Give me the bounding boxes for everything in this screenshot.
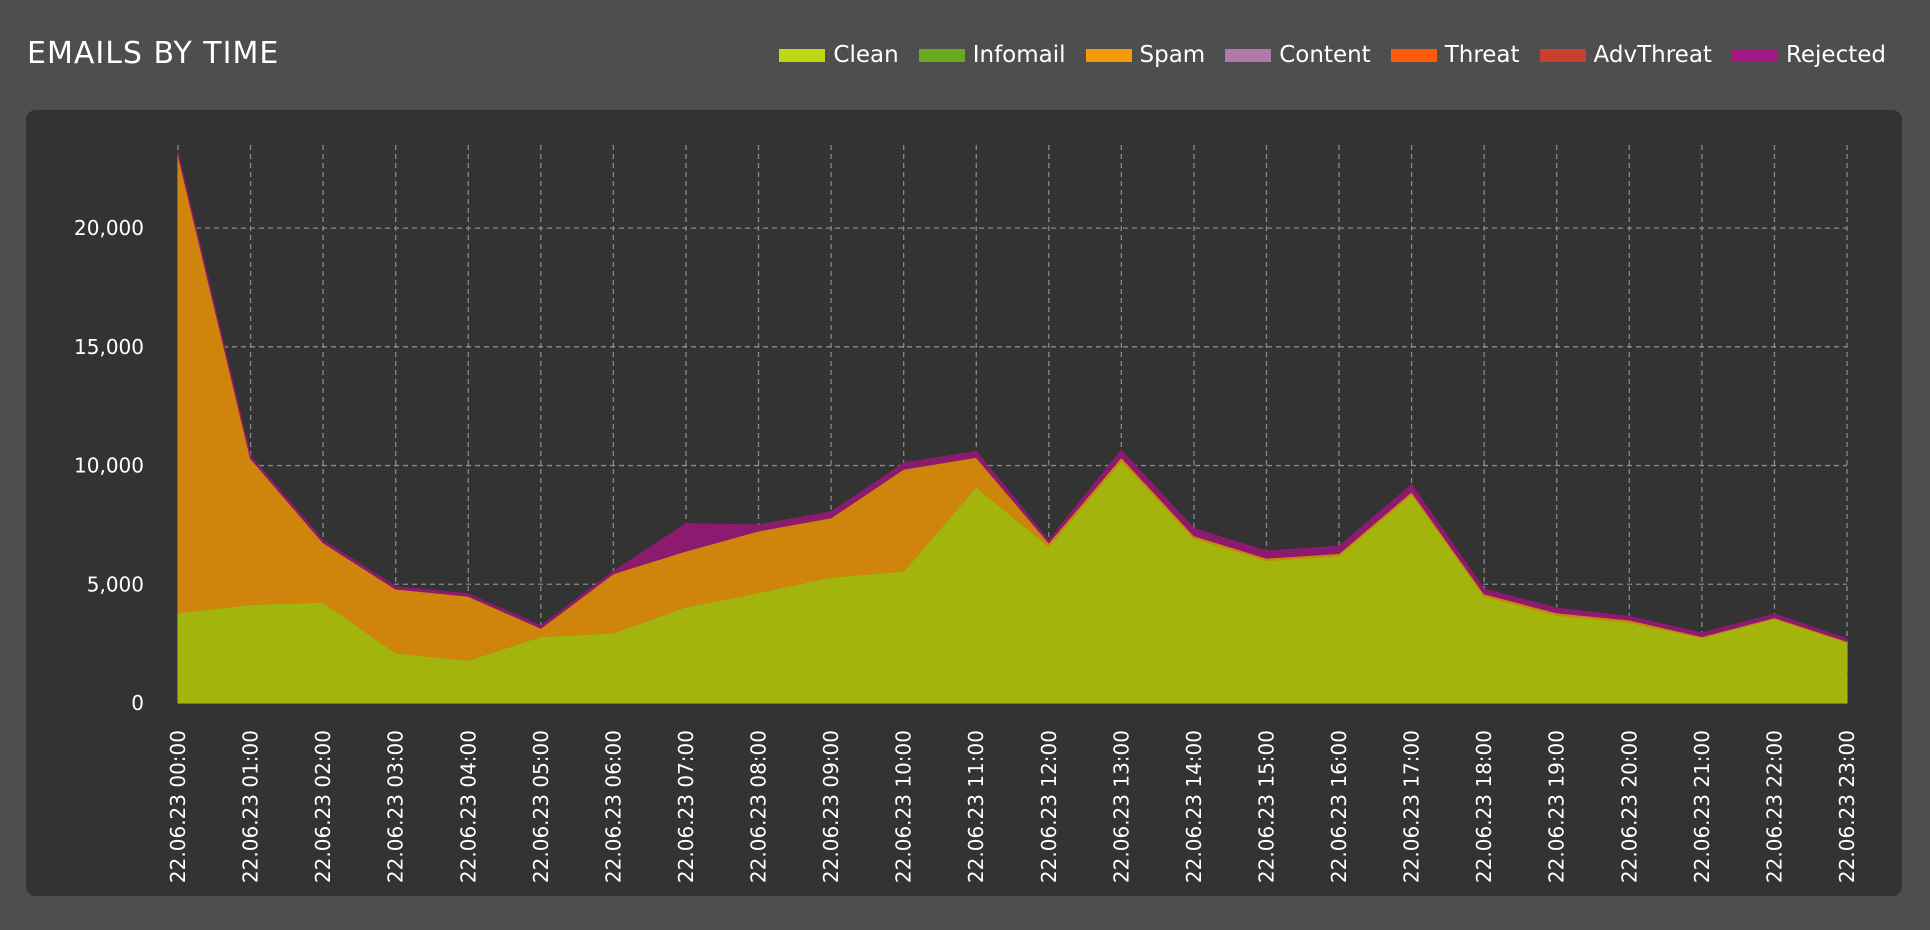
legend-item-rejected[interactable]: Rejected: [1731, 42, 1886, 68]
legend-item-threat[interactable]: Threat: [1390, 42, 1520, 68]
legend-label: Content: [1279, 42, 1371, 68]
y-tick-label: 0: [131, 691, 144, 715]
y-tick-label: 10,000: [74, 454, 144, 478]
chart-legend: Clean Infomail Spam Content Threat AdvThreat R…: [759, 42, 1886, 68]
x-tick-label: 22.06.23 04:00: [456, 730, 480, 883]
x-tick-label: 22.06.23 19:00: [1545, 730, 1569, 883]
legend-swatch: [918, 48, 965, 62]
legend-item-infomail[interactable]: Infomail: [918, 42, 1066, 68]
y-axis-ticks: 0 5,000 10,000 15,000 20,000: [74, 216, 144, 715]
y-tick-label: 5,000: [87, 572, 144, 596]
legend-label: Clean: [833, 42, 899, 68]
legend-label: Infomail: [972, 42, 1066, 68]
legend-label: Threat: [1444, 42, 1520, 68]
legend-swatch: [1731, 48, 1778, 62]
x-tick-label: 22.06.23 03:00: [384, 730, 408, 883]
legend-label: Rejected: [1785, 42, 1886, 68]
legend-label: AdvThreat: [1593, 42, 1712, 68]
legend-item-spam[interactable]: Spam: [1085, 42, 1206, 68]
x-tick-label: 22.06.23 08:00: [747, 730, 771, 883]
x-tick-label: 22.06.23 02:00: [311, 730, 335, 883]
legend-swatch: [1390, 48, 1437, 62]
x-tick-label: 22.06.23 01:00: [239, 730, 263, 883]
x-axis-ticks: 22.06.23 00:00 22.06.23 01:00 22.06.23 02:…: [166, 730, 1859, 883]
x-tick-label: 22.06.23 10:00: [892, 730, 916, 883]
x-tick-label: 22.06.23 23:00: [1835, 730, 1859, 883]
x-tick-label: 22.06.23 21:00: [1690, 730, 1714, 883]
y-tick-label: 20,000: [74, 216, 144, 240]
legend-item-advthreat[interactable]: AdvThreat: [1539, 42, 1712, 68]
y-tick-label: 15,000: [74, 335, 144, 359]
chart-title: EMAILS BY TIME: [27, 36, 280, 71]
legend-swatch: [1085, 48, 1132, 62]
x-tick-label: 22.06.23 18:00: [1472, 730, 1496, 883]
area-rejected: [177, 151, 1848, 642]
legend-item-clean[interactable]: Clean: [779, 42, 899, 68]
x-tick-label: 22.06.23 09:00: [819, 730, 843, 883]
area-series: [177, 151, 1848, 704]
x-tick-label: 22.06.23 06:00: [601, 730, 625, 883]
legend-swatch: [1225, 48, 1272, 62]
x-tick-label: 22.06.23 16:00: [1327, 730, 1351, 883]
x-tick-label: 22.06.23 11:00: [964, 730, 988, 883]
legend-label: Spam: [1139, 42, 1206, 68]
x-tick-label: 22.06.23 12:00: [1037, 730, 1061, 883]
x-tick-label: 22.06.23 07:00: [674, 730, 698, 883]
x-tick-label: 22.06.23 22:00: [1762, 730, 1786, 883]
x-tick-label: 22.06.23 00:00: [166, 730, 190, 883]
x-tick-label: 22.06.23 17:00: [1400, 730, 1424, 883]
legend-swatch: [1539, 48, 1586, 62]
legend-item-content[interactable]: Content: [1225, 42, 1371, 68]
x-tick-label: 22.06.23 15:00: [1254, 730, 1278, 883]
x-tick-label: 22.06.23 05:00: [529, 730, 553, 883]
legend-swatch: [779, 48, 826, 62]
x-tick-label: 22.06.23 14:00: [1182, 730, 1206, 883]
x-tick-label: 22.06.23 20:00: [1617, 730, 1641, 883]
x-tick-label: 22.06.23 13:00: [1109, 730, 1133, 883]
